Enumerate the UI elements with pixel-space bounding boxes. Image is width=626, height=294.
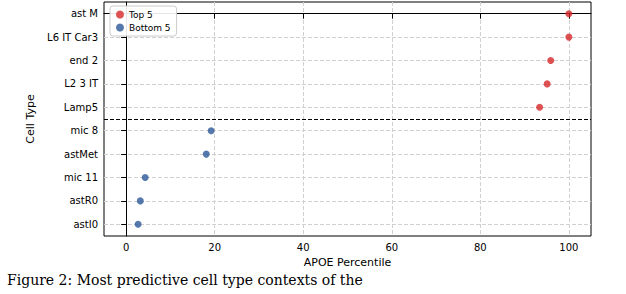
svg-text:Top 5: Top 5 — [128, 10, 153, 20]
svg-text:astR0: astR0 — [69, 195, 98, 206]
svg-text:Lamp5: Lamp5 — [64, 102, 98, 113]
svg-text:40: 40 — [297, 242, 310, 253]
svg-text:L6 IT Car3: L6 IT Car3 — [47, 32, 98, 43]
svg-text:ast M: ast M — [71, 8, 98, 19]
svg-text:0: 0 — [123, 242, 129, 253]
svg-text:end 2: end 2 — [70, 55, 98, 66]
svg-text:Cell Type: Cell Type — [24, 94, 37, 144]
svg-text:mic 8: mic 8 — [70, 125, 98, 136]
svg-text:Bottom 5: Bottom 5 — [129, 23, 171, 33]
svg-text:Figure 2: Most predictive cell: Figure 2: Most predictive cell type cont… — [7, 272, 363, 288]
svg-text:100: 100 — [559, 242, 578, 253]
svg-text:astI0: astI0 — [73, 219, 98, 230]
svg-text:20: 20 — [208, 242, 221, 253]
svg-text:APOE Percentile: APOE Percentile — [304, 256, 392, 269]
svg-text:80: 80 — [474, 242, 487, 253]
svg-text:60: 60 — [385, 242, 398, 253]
svg-text:astMet: astMet — [64, 149, 98, 160]
svg-text:mic 11: mic 11 — [64, 172, 98, 183]
svg-text:L2 3 IT: L2 3 IT — [64, 78, 99, 89]
